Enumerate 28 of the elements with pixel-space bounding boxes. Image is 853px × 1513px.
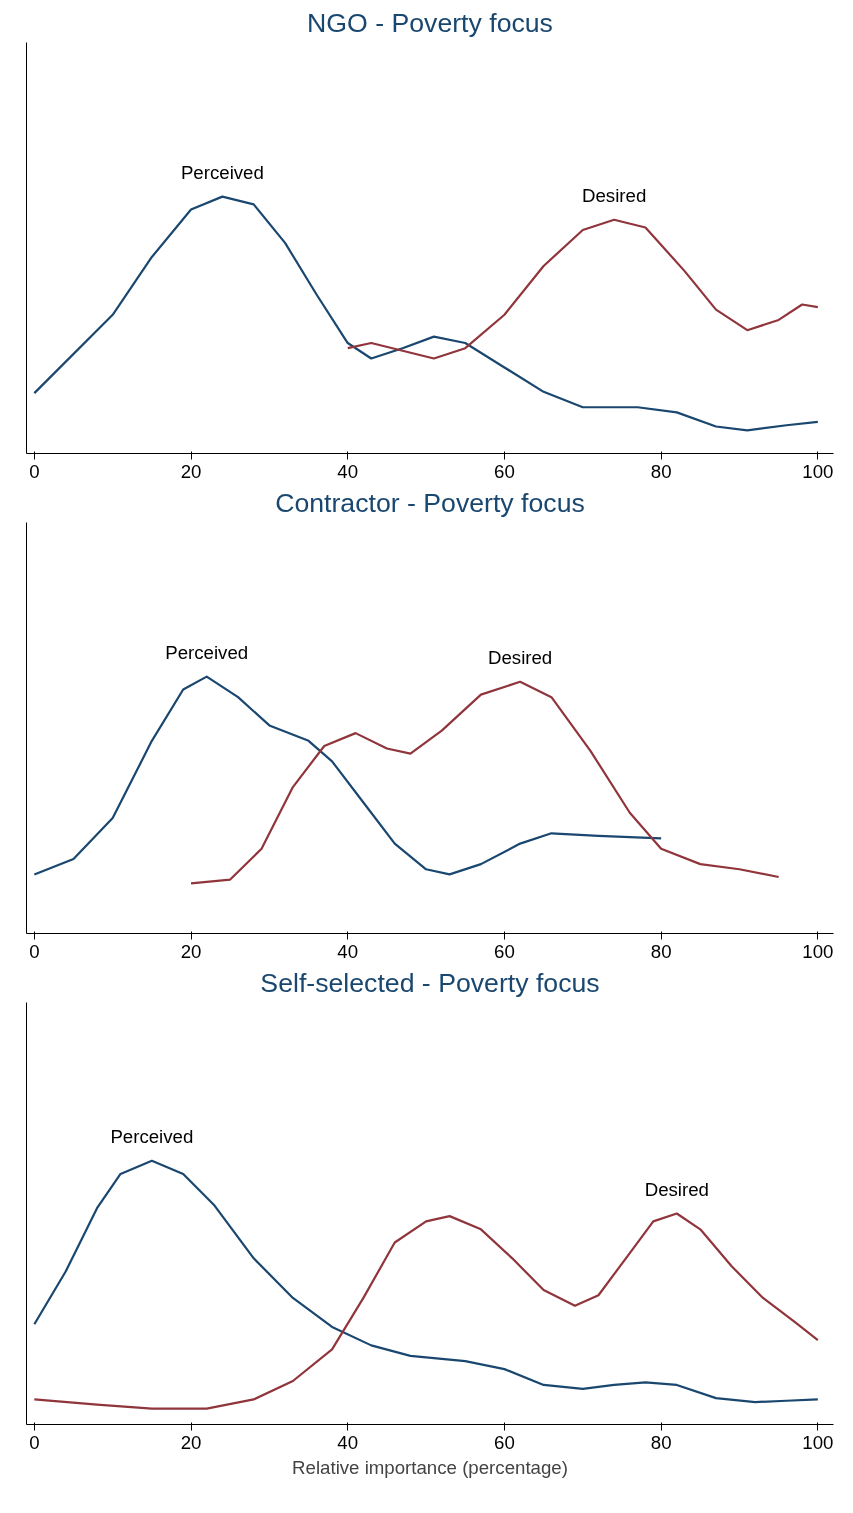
x-tick-label: 20 xyxy=(180,940,202,962)
x-tick-label: 80 xyxy=(650,460,672,482)
x-tick-label: 60 xyxy=(494,1431,515,1453)
x-tick-label: 0 xyxy=(29,460,40,482)
x-tick-label: 100 xyxy=(802,940,834,962)
x-axis-title: Relative importance (percentage) xyxy=(292,1456,568,1478)
series-label: Perceived xyxy=(180,161,264,183)
x-tick-label: 80 xyxy=(650,940,672,962)
chart-title: Contractor - Poverty focus xyxy=(275,487,585,518)
x-tick-label: 100 xyxy=(802,460,834,482)
x-tick-label: 0 xyxy=(29,940,40,962)
x-tick-label: 40 xyxy=(337,460,359,482)
series-label: Perceived xyxy=(110,1125,194,1147)
x-tick-label: 80 xyxy=(650,1431,672,1453)
x-tick-label: 100 xyxy=(802,1431,834,1453)
x-tick-label: 60 xyxy=(494,460,515,482)
x-tick-label: 20 xyxy=(180,460,202,482)
x-tick-label: 40 xyxy=(337,940,359,962)
x-tick-label: 40 xyxy=(337,1431,359,1453)
series-label: Desired xyxy=(644,1178,709,1200)
series-label: Desired xyxy=(581,184,647,206)
x-tick-label: 0 xyxy=(29,1431,40,1453)
series-label: Perceived xyxy=(165,641,249,663)
chart-title: Self-selected - Poverty focus xyxy=(260,967,600,998)
x-tick-label: 60 xyxy=(494,940,515,962)
x-tick-label: 20 xyxy=(180,1431,202,1453)
chart-title: NGO - Poverty focus xyxy=(307,7,553,38)
series-label: Desired xyxy=(487,646,553,668)
